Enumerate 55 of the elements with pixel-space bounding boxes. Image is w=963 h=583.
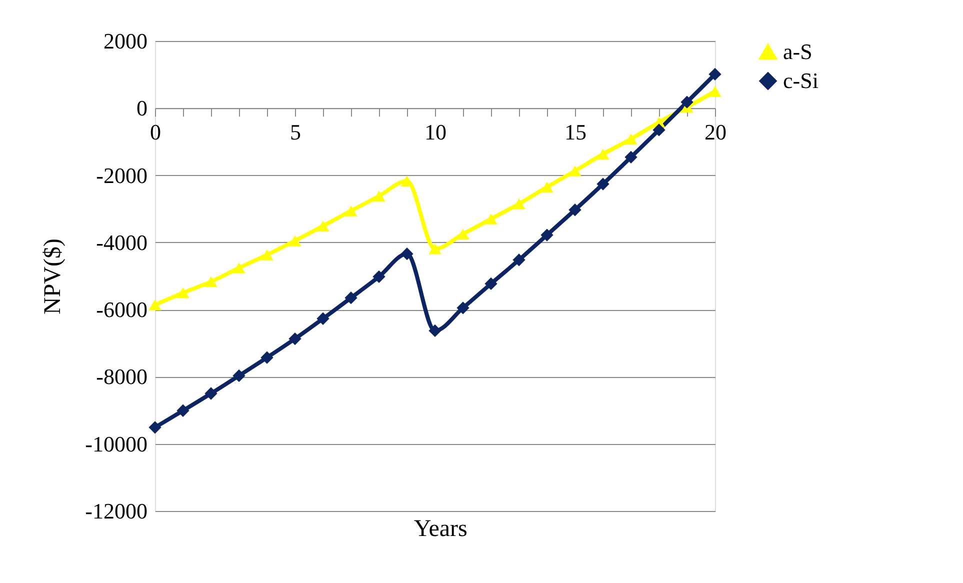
point — [260, 249, 274, 260]
point — [708, 86, 722, 97]
y-tick-label: -8000 — [96, 364, 148, 390]
point — [596, 178, 610, 190]
y-tick-label: -4000 — [96, 230, 148, 255]
point — [540, 228, 554, 242]
point — [260, 351, 274, 364]
point — [428, 324, 442, 338]
point — [484, 277, 498, 290]
point — [400, 248, 414, 260]
point — [204, 276, 218, 288]
point — [288, 235, 302, 246]
point — [148, 299, 162, 310]
x-tick-label: 15 — [564, 120, 586, 145]
point — [176, 287, 190, 298]
point — [176, 404, 190, 417]
point — [344, 205, 358, 216]
y-tick-label: 0 — [136, 96, 148, 121]
point — [344, 291, 358, 304]
y-tick-label: -6000 — [96, 297, 148, 322]
y-tick-label: -2000 — [96, 162, 148, 188]
legend-label: c-Si — [783, 68, 818, 93]
point — [708, 68, 722, 81]
point — [204, 387, 218, 400]
point — [456, 228, 470, 240]
point — [372, 270, 386, 283]
point — [148, 421, 162, 434]
point — [428, 243, 442, 254]
x-tick-label: 20 — [704, 120, 726, 145]
x-tick-label: 10 — [424, 120, 446, 145]
point — [288, 332, 302, 346]
y-axis-title: NPV($) — [40, 238, 66, 314]
y-tick-label: -10000 — [85, 431, 148, 456]
point — [372, 190, 386, 202]
point — [232, 262, 246, 274]
point — [512, 254, 526, 266]
point — [624, 150, 638, 164]
point — [596, 148, 610, 160]
point — [484, 213, 498, 224]
point — [316, 220, 330, 232]
point — [540, 182, 554, 193]
x-axis-title: Years — [414, 516, 468, 542]
point — [456, 302, 470, 314]
point — [652, 124, 666, 136]
point — [316, 312, 330, 325]
point — [568, 165, 582, 176]
y-tick-label: -12000 — [85, 498, 148, 524]
x-tick-label: 5 — [290, 120, 301, 145]
point — [624, 134, 638, 145]
legend-label: a-S — [783, 39, 812, 64]
point — [512, 198, 526, 210]
point — [232, 369, 246, 382]
point — [568, 204, 582, 216]
y-tick-label: 2000 — [104, 28, 148, 54]
point — [680, 96, 694, 108]
